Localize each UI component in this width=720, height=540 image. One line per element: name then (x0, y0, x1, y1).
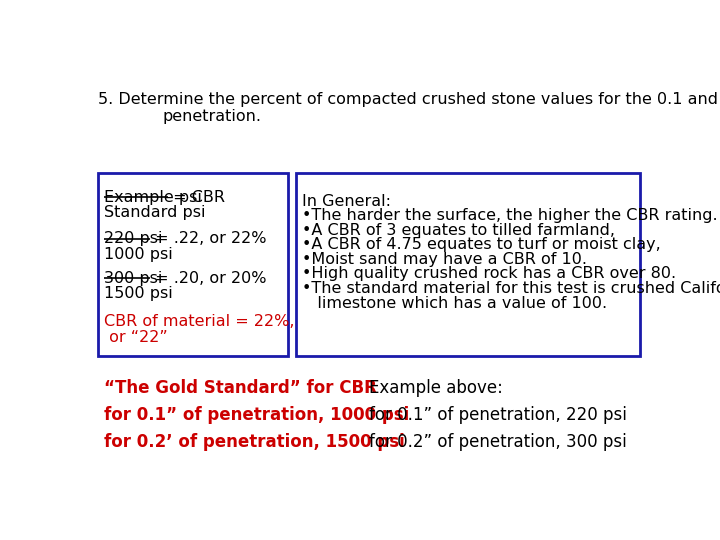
Text: •Moist sand may have a CBR of 10.: •Moist sand may have a CBR of 10. (302, 252, 587, 267)
Text: = CBR: = CBR (168, 190, 225, 205)
Text: •A CBR of 4.75 equates to turf or moist clay,: •A CBR of 4.75 equates to turf or moist … (302, 238, 661, 252)
Text: •The standard material for this test is crushed California: •The standard material for this test is … (302, 281, 720, 296)
Text: for 0.1” of penetration, 1000 psi: for 0.1” of penetration, 1000 psi (104, 406, 409, 424)
Text: 1000 psi: 1000 psi (104, 246, 173, 261)
Text: •A CBR of 3 equates to tilled farmland,: •A CBR of 3 equates to tilled farmland, (302, 223, 615, 238)
Text: for 0.2’ of penetration, 1500 psi: for 0.2’ of penetration, 1500 psi (104, 433, 405, 451)
Text: = .22, or 22%: = .22, or 22% (150, 231, 267, 246)
Text: for 0.2” of penetration, 300 psi: for 0.2” of penetration, 300 psi (369, 433, 626, 451)
Text: limestone which has a value of 100.: limestone which has a value of 100. (302, 295, 607, 310)
Text: “The Gold Standard” for CBR: “The Gold Standard” for CBR (104, 379, 377, 397)
Text: or “22”: or “22” (104, 329, 168, 345)
Text: 5. Determine the percent of compacted crushed stone values for the 0.1 and 0.2: 5. Determine the percent of compacted cr… (99, 92, 720, 107)
Text: for 0.1” of penetration, 220 psi: for 0.1” of penetration, 220 psi (369, 406, 627, 424)
Text: 300 psi: 300 psi (104, 271, 162, 286)
Text: •High quality crushed rock has a CBR over 80.: •High quality crushed rock has a CBR ove… (302, 266, 676, 281)
Text: 220 psi: 220 psi (104, 231, 163, 246)
Text: •The harder the surface, the higher the CBR rating.: •The harder the surface, the higher the … (302, 208, 718, 223)
Text: CBR of material = 22%,: CBR of material = 22%, (104, 314, 294, 329)
Text: penetration.: penetration. (163, 109, 261, 124)
Text: In General:: In General: (302, 194, 391, 208)
Text: = .20, or 20%: = .20, or 20% (150, 271, 267, 286)
FancyBboxPatch shape (297, 173, 639, 356)
Text: 1500 psi: 1500 psi (104, 286, 173, 301)
Text: Example psi: Example psi (104, 190, 202, 205)
Text: Standard psi: Standard psi (104, 205, 205, 220)
FancyBboxPatch shape (99, 173, 288, 356)
Text: Example above:: Example above: (369, 379, 503, 397)
